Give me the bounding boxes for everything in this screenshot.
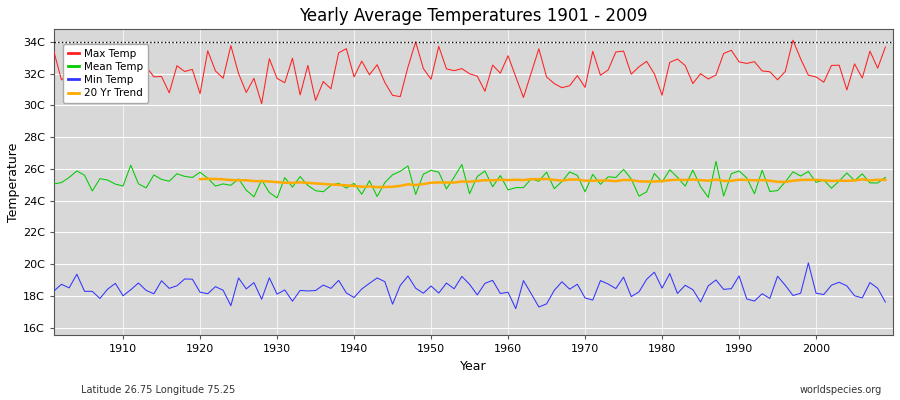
Legend: Max Temp, Mean Temp, Min Temp, 20 Yr Trend: Max Temp, Mean Temp, Min Temp, 20 Yr Tre…: [63, 44, 148, 104]
Text: Latitude 26.75 Longitude 75.25: Latitude 26.75 Longitude 75.25: [81, 385, 235, 395]
Text: worldspecies.org: worldspecies.org: [800, 385, 882, 395]
Y-axis label: Temperature: Temperature: [7, 143, 20, 222]
X-axis label: Year: Year: [460, 360, 487, 373]
Title: Yearly Average Temperatures 1901 - 2009: Yearly Average Temperatures 1901 - 2009: [299, 7, 648, 25]
